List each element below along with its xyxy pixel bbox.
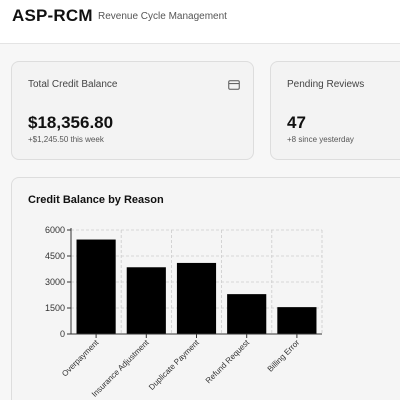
total-credit-balance-card: Total Credit Balance $18,356.80 +$1,245.… [11, 61, 254, 160]
card-delta: +8 since yesterday [287, 135, 354, 144]
bar-overpayment [76, 239, 116, 334]
app-subtitle: Revenue Cycle Management [98, 11, 227, 22]
y-tick-label: 0 [60, 329, 65, 339]
card-label: Pending Reviews [287, 79, 365, 90]
chart-title: Credit Balance by Reason [28, 194, 164, 206]
y-tick-label: 4500 [45, 251, 65, 261]
app-brand[interactable]: ASP-RCM [12, 6, 93, 25]
card-value: $18,356.80 [28, 113, 114, 132]
pending-reviews-card: Pending Reviews 47 +8 since yesterday [270, 61, 400, 160]
y-tick-label: 6000 [45, 225, 65, 235]
y-tick-label: 1500 [45, 303, 65, 313]
x-tick-label: Duplicate Payment [147, 338, 201, 392]
bar-insurance-adjustment [126, 267, 166, 334]
card-value: 47 [287, 113, 306, 132]
bar-refund-request [227, 294, 267, 334]
credit-card-icon [228, 80, 240, 90]
x-tick-label: Refund Request [204, 338, 252, 386]
card-label: Total Credit Balance [28, 79, 118, 90]
y-tick-label: 3000 [45, 277, 65, 287]
bar-billing-error [277, 307, 317, 334]
bar-duplicate-payment [176, 262, 217, 334]
x-tick-label: Insurance Adjustment [90, 338, 151, 399]
top-bar: ASP-RCM Revenue Cycle Management [0, 0, 400, 44]
credit-balance-chart-card: Credit Balance by Reason 0 1500 3000 4500 60… [11, 177, 400, 400]
x-tick-label: Overpayment [60, 338, 101, 379]
x-tick-label: Billing Error [266, 338, 302, 374]
card-delta: +$1,245.50 this week [28, 135, 104, 144]
